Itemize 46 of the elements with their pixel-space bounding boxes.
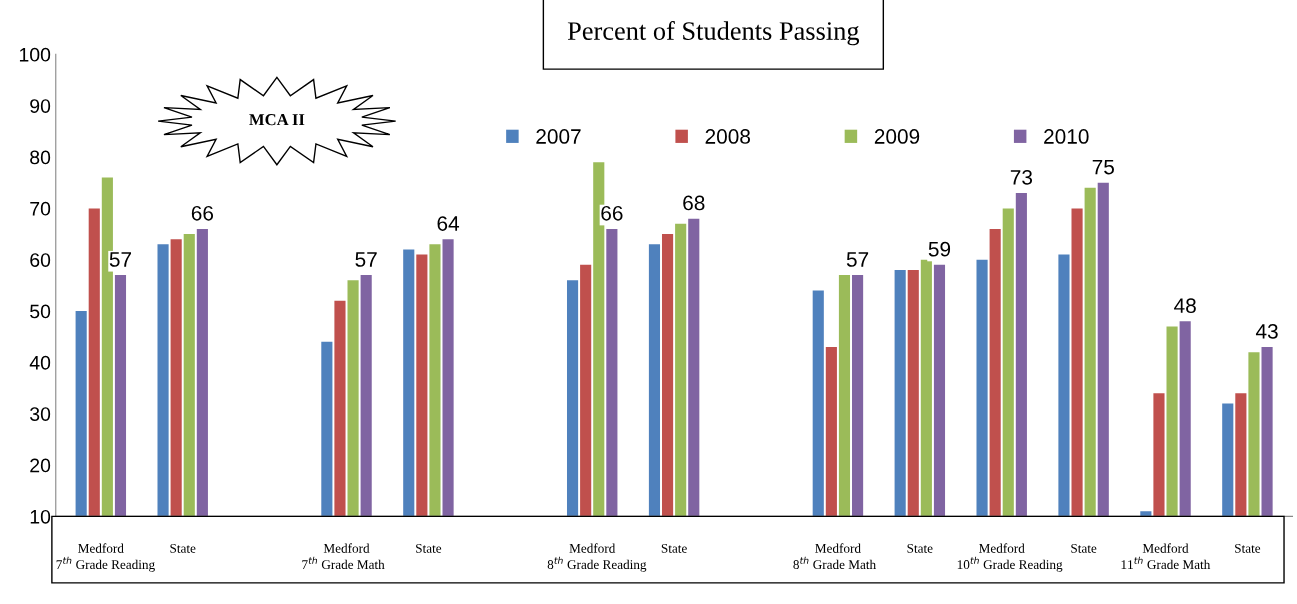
- x-tick-label: Medford: [78, 543, 124, 553]
- x-tick-label: Medford: [1142, 543, 1189, 553]
- x-tick-label: Medford: [323, 543, 370, 553]
- data-label: 57: [109, 252, 132, 267]
- data-label: 64: [437, 216, 460, 231]
- data-label: 48: [1174, 298, 1196, 314]
- x-tick-label: State: [1235, 543, 1261, 553]
- text: 8$^{th}$ Grade Reading: [547, 556, 647, 572]
- data-label: 73: [1010, 169, 1033, 185]
- x-tick-label: State: [907, 543, 933, 553]
- y-tick-label: 70: [30, 201, 51, 216]
- data-label: 68: [683, 195, 705, 211]
- y-tick-label: 60: [30, 253, 51, 267]
- chart-title: Percent of Students Passing: [567, 21, 860, 46]
- data-label: 43: [1255, 323, 1278, 339]
- y-tick-label: 10: [30, 509, 51, 524]
- y-tick-label: 30: [30, 407, 51, 421]
- data-label: 66: [601, 205, 623, 221]
- data-label: 66: [191, 205, 214, 221]
- y-tick-label: 20: [30, 458, 51, 473]
- x-tick-label: State: [661, 543, 687, 553]
- y-tick-label: 90: [30, 99, 51, 113]
- legend-label: 2007: [536, 129, 581, 144]
- x-tick-label: Medford: [815, 543, 861, 553]
- y-tick-label: 50: [30, 304, 51, 319]
- y-tick-label: 40: [29, 355, 51, 370]
- text: 7$^{th}$ Grade Math: [302, 556, 385, 570]
- legend-label: 2009: [874, 129, 920, 144]
- x-tick-label: State: [416, 543, 442, 553]
- legend-label: 2010: [1044, 129, 1089, 144]
- text: 11$^{th}$ Grade Math: [1121, 556, 1211, 570]
- legend-label: 2008: [705, 129, 751, 144]
- annotation: MCA II: [249, 114, 305, 126]
- x-tick-label: State: [170, 543, 196, 553]
- x-tick-label: State: [1071, 543, 1097, 553]
- y-tick-label: 100: [19, 47, 51, 62]
- x-tick-label: Medford: [569, 543, 616, 553]
- data-label: 59: [928, 241, 951, 257]
- data-label: 57: [355, 252, 377, 267]
- y-tick-label: 80: [30, 150, 51, 165]
- x-tick-label: Medford: [979, 543, 1025, 553]
- text: 8$^{th}$ Grade Math: [793, 556, 876, 570]
- data-label: 75: [1092, 159, 1114, 175]
- text: 10$^{th}$ Grade Reading: [957, 556, 1063, 572]
- text: 7$^{th}$ Grade Reading: [56, 556, 155, 572]
- data-label: 57: [846, 252, 869, 267]
